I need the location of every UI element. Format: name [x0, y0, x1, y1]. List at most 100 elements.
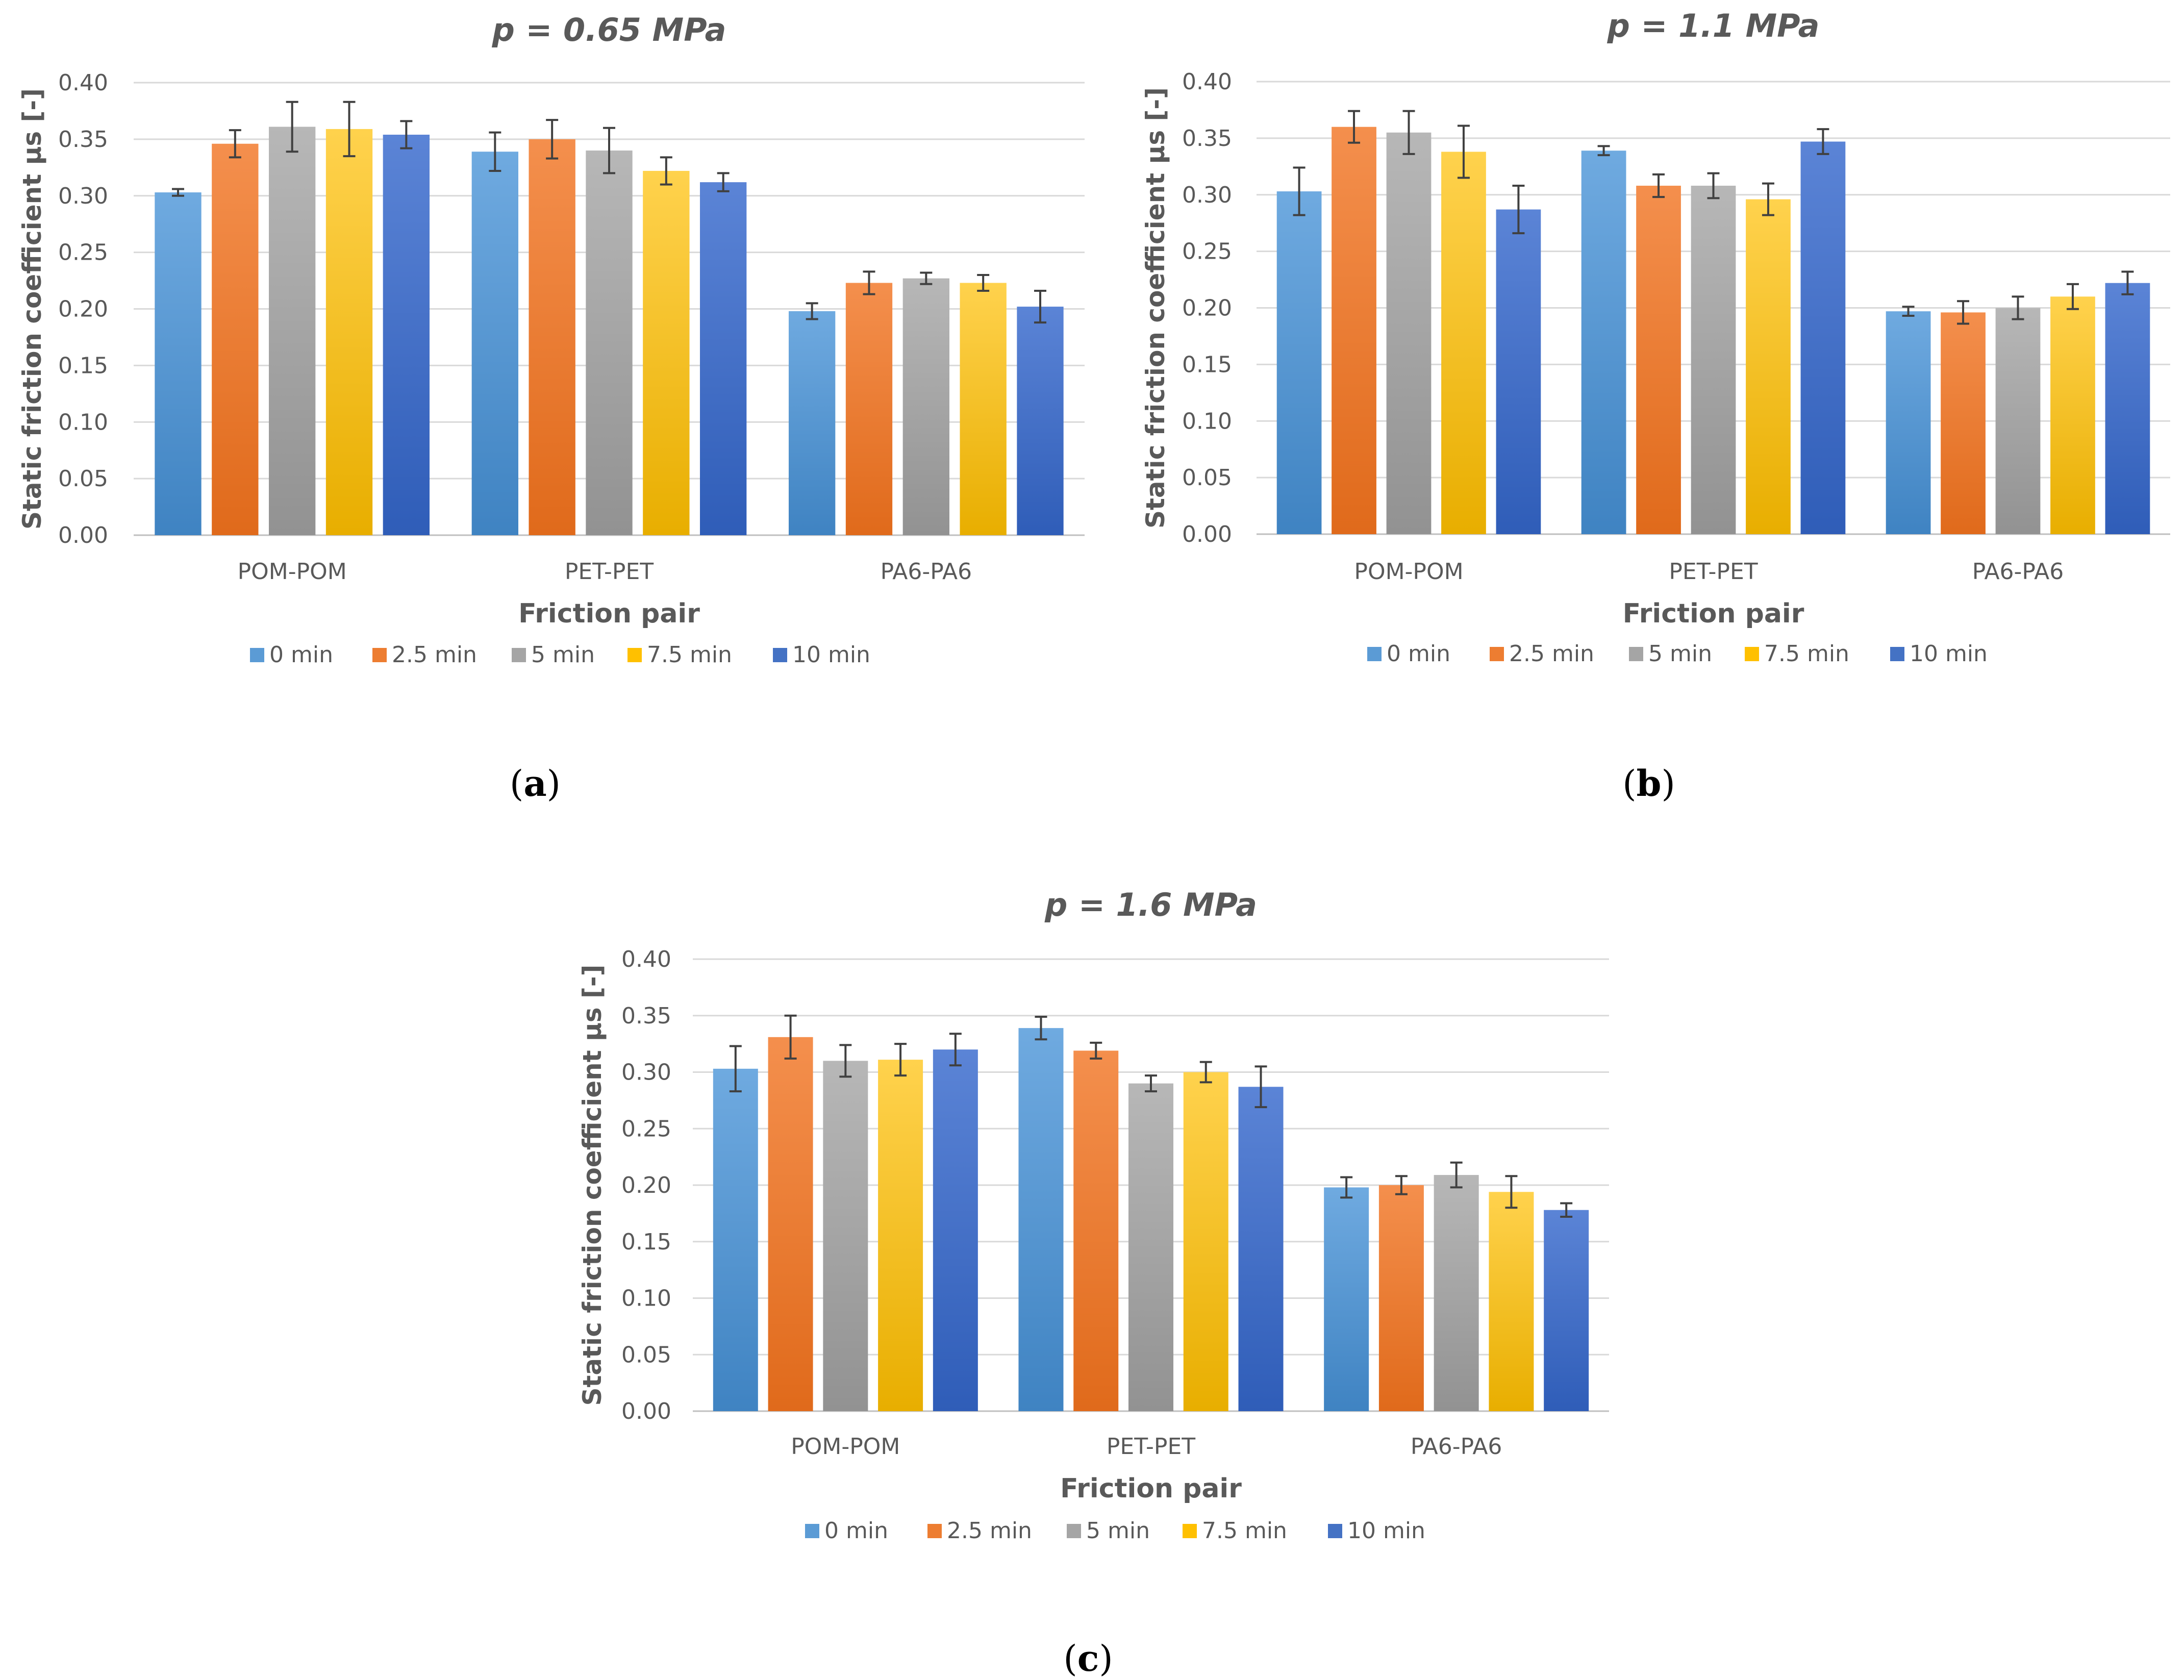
- y-tick-label: 0.30: [621, 1060, 671, 1086]
- y-tick-label: 0.25: [58, 240, 108, 266]
- y-tick-label: 0.40: [58, 70, 108, 96]
- y-tick-label: 0.20: [621, 1172, 671, 1198]
- y-tick-label: 0.00: [58, 522, 108, 548]
- x-axis-label: Friction pair: [1060, 1473, 1242, 1504]
- y-tick-label: 0.15: [58, 353, 108, 379]
- bar-pom-pom-10min: [383, 135, 430, 535]
- legend-label: 10 min: [1347, 1518, 1425, 1544]
- y-tick-label: 0.40: [621, 946, 671, 972]
- bar-pom-pom-0min: [155, 192, 202, 535]
- bar-pa6-pa6-2_5min: [845, 283, 893, 535]
- legend-swatch: [250, 648, 264, 662]
- bar-pa6-pa6-7_5min: [2050, 296, 2095, 534]
- legend-swatch: [1183, 1524, 1197, 1538]
- bar-pet-pet-5min: [1691, 186, 1736, 534]
- bar-pa6-pa6-5min: [902, 278, 950, 535]
- x-tick-label: PET-PET: [565, 559, 654, 585]
- y-tick-label: 0.30: [58, 183, 108, 209]
- bar-pet-pet-10min: [700, 182, 747, 535]
- caption-letter: b: [1637, 762, 1662, 805]
- legend-label: 2.5 min: [947, 1518, 1032, 1544]
- legend-label: 5 min: [1648, 641, 1712, 667]
- legend-label: 7.5 min: [1202, 1518, 1287, 1544]
- legend-label: 0 min: [269, 642, 333, 668]
- x-tick-label: PET-PET: [1669, 559, 1758, 585]
- legend-swatch: [1067, 1524, 1081, 1538]
- chart-title: p = 1.1 MPa: [1607, 7, 1820, 44]
- legend-swatch: [1490, 647, 1504, 661]
- legend-label: 0 min: [1387, 641, 1450, 667]
- bar-pom-pom-10min: [1496, 209, 1541, 534]
- x-tick-label: PA6-PA6: [1411, 1434, 1502, 1460]
- bar-pet-pet-0min: [1018, 1028, 1064, 1411]
- bar-pom-pom-2_5min: [1332, 127, 1376, 534]
- bar-pa6-pa6-5min: [1434, 1175, 1479, 1411]
- legend-swatch: [927, 1524, 942, 1538]
- y-tick-label: 0.15: [621, 1229, 671, 1255]
- legend-label: 5 min: [1086, 1518, 1150, 1544]
- bar-pom-pom-2_5min: [212, 143, 259, 535]
- legend-swatch: [1328, 1524, 1342, 1538]
- bar-pa6-pa6-2_5min: [1941, 312, 1986, 534]
- y-tick-label: 0.10: [621, 1286, 671, 1312]
- y-tick-label: 0.30: [1182, 182, 1232, 208]
- legend-swatch: [773, 648, 787, 662]
- y-tick-label: 0.05: [1182, 465, 1232, 491]
- bar-pet-pet-5min: [586, 151, 633, 535]
- legend-swatch: [805, 1524, 819, 1538]
- y-tick-label: 0.00: [621, 1398, 671, 1424]
- x-tick-label: PA6-PA6: [1972, 559, 2064, 585]
- x-tick-label: POM-POM: [238, 559, 347, 585]
- y-tick-label: 0.20: [1182, 295, 1232, 321]
- y-tick-label: 0.10: [1182, 408, 1232, 434]
- bar-pet-pet-7_5min: [643, 170, 690, 536]
- y-axis-label: Static friction coefficient μs [-]: [578, 965, 607, 1406]
- x-axis-label: Friction pair: [518, 598, 700, 629]
- caption-letter: c: [1077, 1637, 1099, 1677]
- bar-pa6-pa6-10min: [1544, 1210, 1589, 1411]
- chart-title: p = 1.6 MPa: [1044, 886, 1257, 923]
- chart-panel-b: p = 1.1 MPa 0.00 0.05 0.10 0.15 0.20 0.25 0.30 0…: [1141, 7, 2170, 805]
- y-tick-label: 0.15: [1182, 352, 1232, 378]
- bar-pet-pet-10min: [1800, 141, 1846, 535]
- x-tick-label: POM-POM: [1354, 559, 1463, 585]
- panel-caption: (c): [1063, 1637, 1113, 1677]
- y-tick-label: 0.00: [1182, 521, 1232, 547]
- bar-pet-pet-10min: [1238, 1087, 1284, 1411]
- chart-panel-c: p = 1.6 MPa 0.00 0.05 0.10 0.15 0.20 0.25 0.30 0…: [578, 886, 1609, 1679]
- legend-swatch: [372, 648, 387, 662]
- bar-pom-pom-5min: [268, 127, 316, 536]
- x-tick-label: POM-POM: [791, 1434, 900, 1460]
- legend-label: 7.5 min: [1764, 641, 1849, 667]
- bar-pet-pet-2_5min: [1636, 186, 1681, 534]
- y-tick-label: 0.35: [58, 127, 108, 153]
- bar-pom-pom-10min: [933, 1049, 978, 1411]
- legend-label: 10 min: [792, 642, 870, 668]
- bar-pa6-pa6-0min: [1324, 1187, 1369, 1411]
- bar-pet-pet-0min: [471, 152, 518, 536]
- caption-close-paren: ): [1661, 763, 1675, 805]
- y-tick-label: 0.20: [58, 296, 108, 322]
- y-tick-label: 0.25: [621, 1116, 671, 1142]
- bar-pom-pom-2_5min: [768, 1037, 813, 1411]
- legend: 0 min 2.5 min 5 min 7.5 min 10 min: [250, 642, 870, 668]
- y-axis-label: Static friction coefficient μs [-]: [1141, 87, 1170, 529]
- legend-swatch: [627, 648, 642, 662]
- x-tick-label: PET-PET: [1107, 1434, 1195, 1460]
- x-axis-label: Friction pair: [1623, 598, 1804, 629]
- legend-swatch: [1629, 647, 1643, 661]
- bar-pa6-pa6-2_5min: [1378, 1185, 1424, 1411]
- caption-close-paren: ): [1099, 1638, 1113, 1677]
- caption-open-paren: (: [510, 763, 523, 805]
- x-tick-label: PA6-PA6: [881, 559, 972, 585]
- caption-open-paren: (: [1622, 763, 1636, 805]
- bar-pa6-pa6-0min: [788, 311, 836, 535]
- bar-pet-pet-7_5min: [1746, 199, 1791, 534]
- caption-letter: a: [523, 762, 546, 805]
- panel-caption: (b): [1622, 762, 1675, 805]
- bar-pa6-pa6-10min: [1017, 307, 1064, 535]
- legend-label: 5 min: [531, 642, 595, 668]
- bar-pa6-pa6-0min: [1886, 311, 1931, 534]
- bar-pa6-pa6-7_5min: [960, 283, 1007, 535]
